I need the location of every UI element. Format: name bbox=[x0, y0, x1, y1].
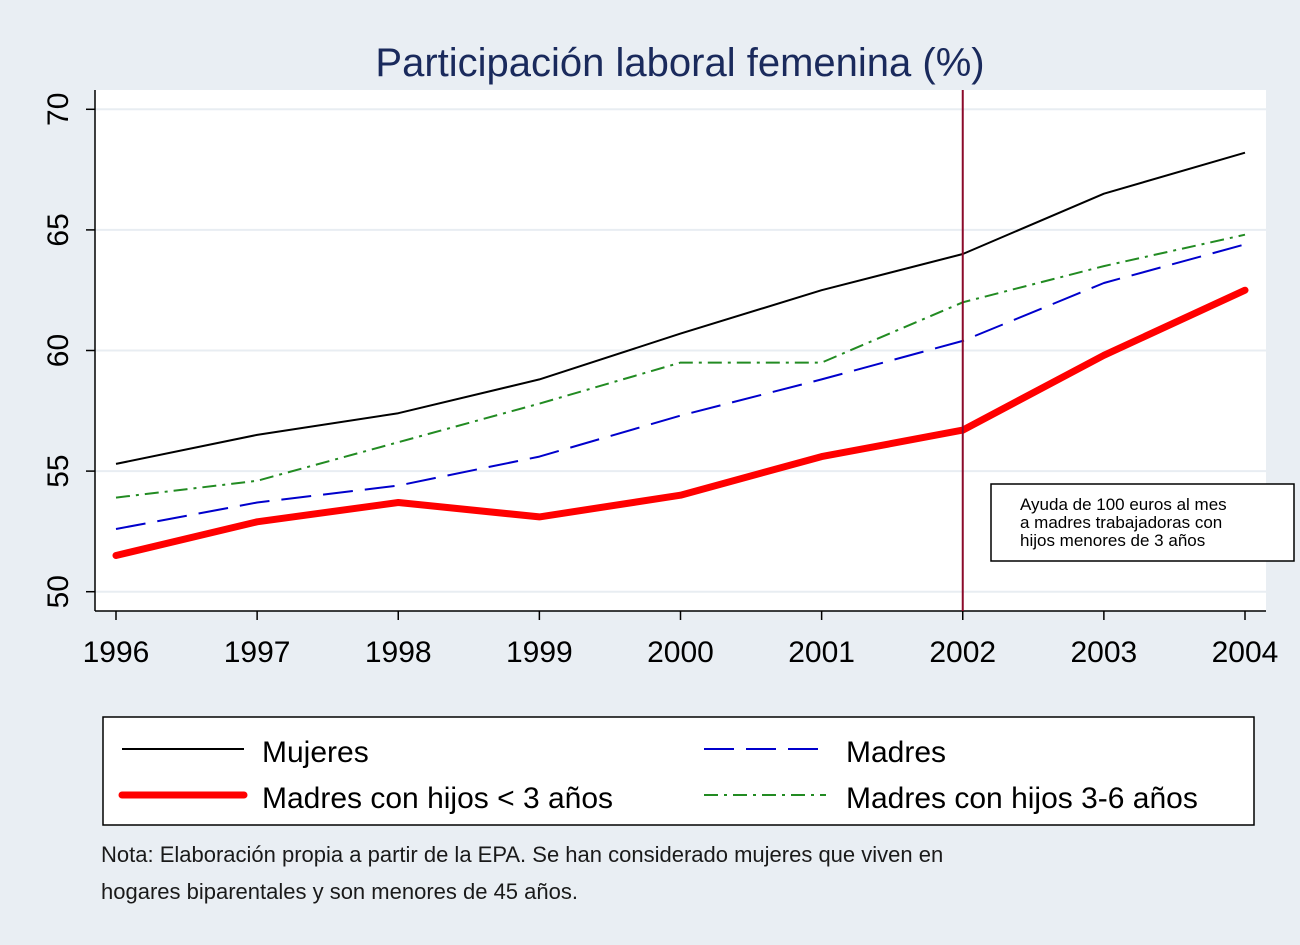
legend-label-3: Madres con hijos < 3 años bbox=[262, 782, 613, 815]
x-tick-label: 1999 bbox=[506, 636, 573, 669]
y-tick-label: 70 bbox=[42, 93, 75, 126]
legend-label-1: Mujeres bbox=[262, 736, 369, 769]
x-tick-label: 2004 bbox=[1212, 636, 1279, 669]
y-tick-label: 60 bbox=[42, 334, 75, 367]
annotation-box bbox=[990, 483, 1295, 562]
x-tick-label: 2000 bbox=[647, 636, 714, 669]
legend-label-4: Madres con hijos 3-6 años bbox=[846, 782, 1198, 815]
y-tick-label: 65 bbox=[42, 213, 75, 246]
annotation-text-line: hijos menores de 3 años bbox=[1020, 531, 1205, 550]
x-tick-label: 1998 bbox=[365, 636, 432, 669]
x-tick-label: 2003 bbox=[1071, 636, 1138, 669]
note-line-2: hogares biparentales y son menores de 45… bbox=[101, 879, 578, 904]
x-tick-label: 2002 bbox=[929, 636, 996, 669]
annotation-text-line: Ayuda de 100 euros al mes bbox=[1020, 495, 1227, 514]
series-line-1 bbox=[115, 151, 1246, 465]
series-line-2 bbox=[115, 243, 1246, 530]
annotation-text-line: a madres trabajadoras con bbox=[1020, 513, 1222, 532]
legend-box bbox=[102, 716, 1255, 826]
series-line-3 bbox=[112, 286, 1249, 559]
series-lines bbox=[112, 151, 1249, 559]
note-line-1: Nota: Elaboración propia a partir de la … bbox=[101, 842, 943, 867]
chart-title: Participación laboral femenina (%) bbox=[375, 41, 984, 85]
legend: Mujeres Madres Madres con hijos < 3 años Ma… bbox=[118, 736, 1198, 815]
series-line-4 bbox=[115, 233, 1246, 499]
x-tick-label: 2001 bbox=[788, 636, 855, 669]
axes: 50 55 60 65 70 1996 1997 1998 1999 2000 2001 2002 20… bbox=[42, 90, 1278, 669]
legend-label-2: Madres bbox=[846, 736, 946, 769]
x-tick-label: 1997 bbox=[224, 636, 291, 669]
y-tick-label: 55 bbox=[42, 454, 75, 487]
y-tick-label: 50 bbox=[42, 575, 75, 608]
x-tick-label: 1996 bbox=[83, 636, 150, 669]
